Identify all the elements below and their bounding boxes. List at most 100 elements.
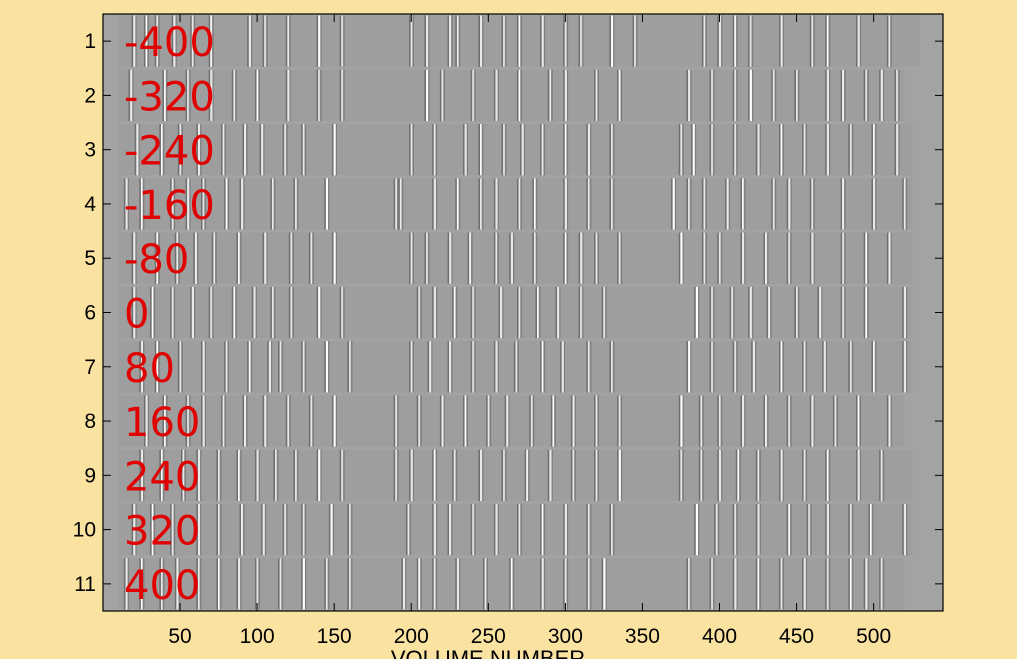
event-mark: [339, 286, 345, 339]
event-mark: [570, 395, 576, 447]
event-mark: [509, 232, 515, 284]
event-mark: [261, 503, 267, 556]
event-mark: [686, 341, 692, 393]
event-mark: [231, 69, 237, 122]
event-mark: [159, 449, 165, 501]
y-tick-label: 4: [84, 193, 96, 216]
event-mark: [393, 178, 399, 230]
row-offset-label: 80: [124, 346, 175, 392]
event-mark: [560, 341, 566, 393]
event-mark: [698, 395, 704, 447]
event-mark: [324, 341, 330, 393]
event-mark: [478, 178, 484, 230]
event-mark: [732, 124, 738, 176]
event-mark: [483, 558, 489, 610]
y-tick-labels: 1 2 3 4 5 6 7 8 9 10 11: [73, 30, 97, 596]
event-mark: [447, 15, 453, 67]
event-mark: [563, 15, 569, 67]
event-mark: [748, 15, 754, 67]
row-offset-label: 320: [124, 509, 200, 555]
event-mark: [825, 15, 831, 67]
event-mark: [825, 503, 831, 556]
event-mark: [239, 503, 245, 556]
event-mark: [516, 69, 522, 122]
event-mark: [339, 69, 345, 122]
event-mark: [200, 178, 206, 230]
event-mark: [324, 558, 330, 610]
event-mark: [331, 232, 337, 284]
event-mark: [493, 341, 499, 393]
event-mark: [139, 558, 145, 610]
event-mark: [563, 503, 569, 556]
y-tick-label: 1: [84, 30, 96, 53]
event-mark: [848, 503, 854, 556]
event-mark: [432, 503, 438, 556]
event-mark: [678, 395, 684, 447]
event-mark: [778, 15, 784, 67]
event-mark: [594, 69, 600, 122]
event-mark: [254, 449, 260, 501]
event-mark: [278, 341, 284, 393]
event-mark: [177, 124, 183, 176]
event-mark: [236, 558, 242, 610]
event-mark: [216, 449, 222, 501]
event-mark: [617, 449, 623, 501]
event-mark: [143, 395, 149, 447]
row-offset-label: 400: [124, 563, 200, 609]
event-mark: [432, 178, 438, 230]
event-mark: [331, 124, 337, 176]
event-mark: [150, 503, 156, 556]
event-mark: [879, 69, 885, 122]
event-mark: [717, 395, 723, 447]
event-mark: [822, 341, 828, 393]
x-tick-label: 300: [548, 625, 583, 648]
event-mark: [432, 124, 438, 176]
event-mark: [174, 232, 180, 284]
y-tick-label: 8: [84, 410, 96, 433]
event-mark: [563, 232, 569, 284]
event-mark: [185, 178, 191, 230]
event-mark: [324, 178, 330, 230]
event-mark: [416, 286, 422, 339]
event-mark: [432, 558, 438, 610]
event-mark: [802, 341, 808, 393]
event-mark: [778, 124, 784, 176]
event-mark: [879, 449, 885, 501]
event-mark: [162, 395, 168, 447]
event-mark: [771, 69, 777, 122]
event-mark: [432, 449, 438, 501]
event-mark: [282, 503, 288, 556]
event-mark: [771, 178, 777, 230]
event-mark: [242, 124, 248, 176]
event-mark: [416, 558, 422, 610]
event-mark: [540, 341, 546, 393]
event-mark: [740, 178, 746, 230]
event-mark: [208, 15, 214, 67]
event-mark: [678, 124, 684, 176]
event-mark: [339, 15, 345, 67]
event-mark: [632, 15, 638, 67]
event-mark: [239, 178, 245, 230]
event-mark: [529, 395, 535, 447]
event-mark: [463, 124, 469, 176]
event-mark: [532, 178, 538, 230]
x-tick-labels: 50 100 150 200 250 300 350 400 450 500: [168, 625, 891, 648]
event-mark: [316, 449, 322, 501]
event-mark: [840, 69, 846, 122]
event-mark: [586, 558, 592, 610]
event-mark: [717, 232, 723, 284]
event-mark: [778, 341, 784, 393]
event-mark: [809, 232, 815, 284]
event-mark: [848, 124, 854, 176]
event-mark: [617, 395, 623, 447]
event-mark: [886, 15, 892, 67]
event-mark: [196, 449, 202, 501]
event-mark: [486, 395, 492, 447]
event-mark: [894, 124, 900, 176]
event-mark: [701, 232, 707, 284]
event-mark: [902, 503, 908, 556]
event-mark: [455, 178, 461, 230]
event-mark: [763, 232, 769, 284]
event-mark: [717, 15, 723, 67]
